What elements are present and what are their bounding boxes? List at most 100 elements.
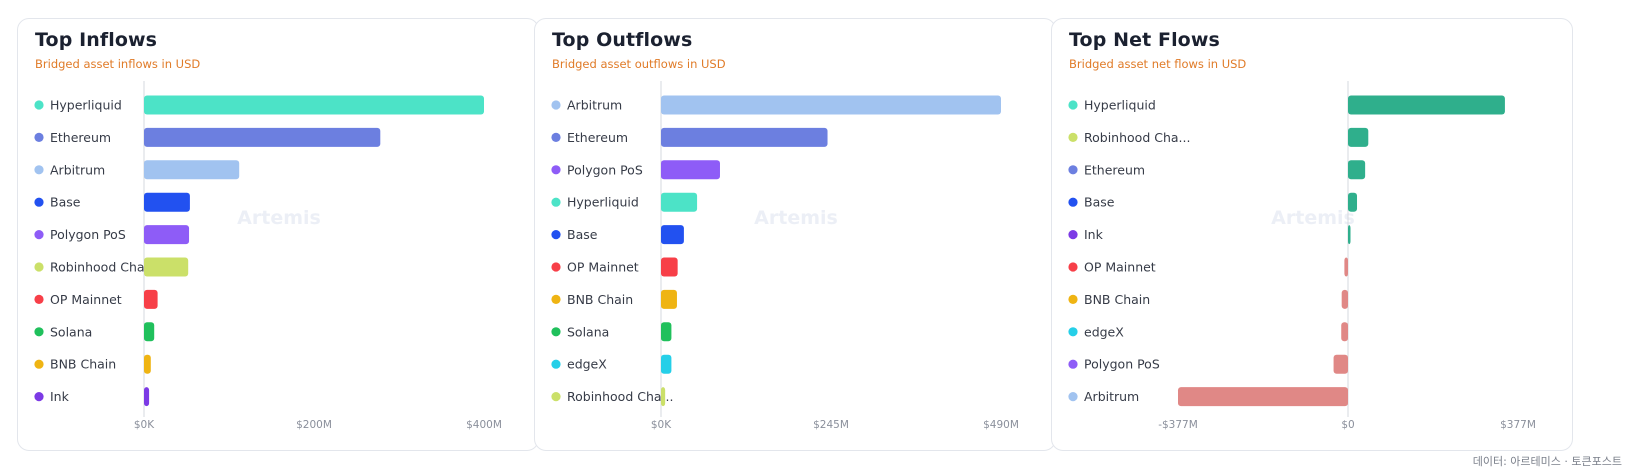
x-tick-label: -$377M (1158, 419, 1198, 431)
category-label: OP Mainnet (1084, 260, 1156, 275)
legend-dot (551, 165, 561, 175)
bar-mark[interactable] (661, 225, 684, 245)
bar-mark[interactable] (1348, 127, 1369, 147)
category-label: Arbitrum (1084, 389, 1139, 404)
category-label: Polygon PoS (50, 227, 126, 242)
x-tick-label: $377M (1500, 419, 1536, 431)
bar-mark[interactable] (661, 95, 1001, 115)
bar-mark[interactable] (144, 95, 484, 115)
bar-mark[interactable] (1344, 257, 1348, 277)
bar-mark[interactable] (144, 289, 158, 309)
legend-dot (34, 100, 44, 110)
outflows-chart: Arbitrum Ethereum Polygon PoS Hyperliquid Ba… (551, 81, 1019, 431)
bar-mark[interactable] (1348, 225, 1351, 245)
bar-mark[interactable] (1341, 289, 1348, 309)
bar-mark[interactable] (144, 160, 240, 180)
category-label: Robinhood Cha... (50, 260, 156, 275)
legend-dot (551, 262, 561, 272)
artemis-watermark: Artemis (237, 207, 321, 229)
legend-dot (34, 132, 44, 142)
category-label: OP Mainnet (567, 260, 639, 275)
category-label: Ink (50, 389, 70, 404)
category-label: Robinhood Cha... (567, 389, 673, 404)
legend-dot (1068, 132, 1078, 142)
legend-dot (551, 392, 561, 402)
netflows-card: Top Net Flows Bridged asset net flows in… (1051, 18, 1573, 451)
legend-dot (34, 165, 44, 175)
x-tick-label: $400M (466, 419, 502, 431)
category-label: Solana (567, 324, 609, 339)
legend-dot (551, 132, 561, 142)
bar-mark[interactable] (661, 387, 666, 407)
category-label: Hyperliquid (50, 98, 122, 113)
bar-mark[interactable] (661, 322, 672, 342)
bar-mark[interactable] (144, 225, 190, 245)
category-label: Polygon PoS (567, 162, 643, 177)
bar-mark[interactable] (144, 354, 151, 374)
category-label: Base (1084, 195, 1115, 210)
legend-dot (1068, 100, 1078, 110)
category-label: Hyperliquid (567, 195, 639, 210)
chart-title: Top Outflows (552, 29, 693, 51)
bar-mark[interactable] (661, 289, 677, 309)
legend-dot (1068, 392, 1078, 402)
x-tick-label: $0K (134, 419, 155, 431)
bar-mark[interactable] (1178, 387, 1348, 407)
legend-dot (34, 197, 44, 207)
legend-dot (551, 359, 561, 369)
bar-mark[interactable] (144, 127, 381, 147)
bar-mark[interactable] (661, 160, 720, 180)
chart-subtitle: Bridged asset outflows in USD (552, 57, 726, 71)
legend-dot (551, 100, 561, 110)
legend-dot (551, 327, 561, 337)
category-label: BNB Chain (1084, 292, 1150, 307)
legend-dot (1068, 327, 1078, 337)
x-tick-label: $0 (1341, 419, 1354, 431)
bar-mark[interactable] (144, 192, 190, 212)
category-label: Arbitrum (50, 162, 105, 177)
legend-dot (1068, 294, 1078, 304)
legend-dot (34, 230, 44, 240)
bar-mark[interactable] (661, 192, 698, 212)
bar-mark[interactable] (661, 127, 828, 147)
category-label: Ethereum (50, 130, 111, 145)
category-label: Ethereum (567, 130, 628, 145)
x-tick-label: $0K (651, 419, 672, 431)
category-label: Hyperliquid (1084, 98, 1156, 113)
bar-mark[interactable] (144, 257, 189, 277)
bar-mark[interactable] (144, 387, 150, 407)
x-tick-label: $200M (296, 419, 332, 431)
bar-mark[interactable] (661, 257, 678, 277)
outflows-card: Top Outflows Bridged asset outflows in U… (534, 18, 1056, 451)
legend-dot (1068, 197, 1078, 207)
legend-dot (551, 230, 561, 240)
category-label: Base (50, 195, 81, 210)
category-label: Polygon PoS (1084, 357, 1160, 372)
bar-mark[interactable] (1348, 95, 1505, 115)
artemis-watermark: Artemis (754, 207, 838, 229)
legend-dot (34, 359, 44, 369)
bar-mark[interactable] (144, 322, 155, 342)
legend-dot (34, 392, 44, 402)
category-label: Solana (50, 324, 92, 339)
legend-dot (34, 262, 44, 272)
chart-title: Top Net Flows (1069, 29, 1220, 51)
x-tick-label: $245M (813, 419, 849, 431)
artemis-watermark: Artemis (1271, 207, 1355, 229)
bar-mark[interactable] (1348, 160, 1366, 180)
category-label: Base (567, 227, 598, 242)
inflows-chart: Hyperliquid Ethereum Arbitrum Base Polygon P… (34, 81, 502, 431)
legend-dot (1068, 165, 1078, 175)
chart-title: Top Inflows (35, 29, 158, 51)
bar-mark[interactable] (1341, 322, 1348, 342)
legend-dot (1068, 262, 1078, 272)
bar-mark[interactable] (1348, 192, 1358, 212)
legend-dot (34, 327, 44, 337)
chart-subtitle: Bridged asset inflows in USD (35, 57, 201, 71)
category-label: Robinhood Cha... (1084, 130, 1190, 145)
category-label: Ink (1084, 227, 1104, 242)
bar-mark[interactable] (1333, 354, 1348, 374)
chart-subtitle: Bridged asset net flows in USD (1069, 57, 1247, 71)
category-label: edgeX (1084, 324, 1124, 339)
bar-mark[interactable] (661, 354, 672, 374)
